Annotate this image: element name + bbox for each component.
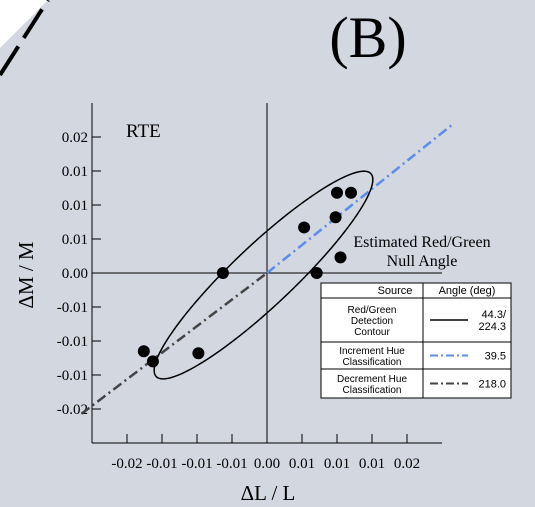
data-point xyxy=(192,347,205,360)
legend-angle-value: 218.0 xyxy=(478,379,506,391)
data-point xyxy=(216,267,229,279)
y-tick-label: 0.00 xyxy=(62,266,88,282)
data-point xyxy=(331,186,343,199)
legend-source-text: Contour xyxy=(354,327,390,338)
data-point xyxy=(310,267,323,279)
x-tick-label: 0.01 xyxy=(289,456,315,472)
y-axis-label: ΔM / M xyxy=(14,241,38,309)
panel-label: (B) xyxy=(329,5,406,70)
axes-layer: 0.020.010.010.010.00-0.01-0.01-0.01-0.02… xyxy=(57,103,442,472)
x-tick-label: 0.01 xyxy=(359,456,385,472)
y-tick-label: -0.01 xyxy=(57,334,88,350)
x-tick-label: -0.01 xyxy=(146,456,177,472)
data-point xyxy=(298,221,311,234)
series-layer xyxy=(80,123,454,415)
legend-angle-value: 39.5 xyxy=(485,351,506,363)
x-tick-label: 0.02 xyxy=(394,456,420,472)
x-tick-label: -0.01 xyxy=(181,456,212,472)
legend-source-text: Decrement Hue xyxy=(337,374,407,385)
data-point xyxy=(137,345,150,358)
points-layer xyxy=(137,186,357,368)
legend-header-angle: Angle (deg) xyxy=(439,285,496,297)
data-point xyxy=(334,251,347,264)
x-axis-label: ΔL / L xyxy=(241,481,296,505)
detection-contour xyxy=(153,170,374,380)
decrement-hue-line xyxy=(80,272,268,415)
x-tick-label: 0.01 xyxy=(324,456,350,472)
data-point xyxy=(345,186,357,199)
legend-source-text: Increment Hue xyxy=(339,346,405,357)
x-tick-label: -0.01 xyxy=(216,456,247,472)
x-tick-label: -0.02 xyxy=(111,456,142,472)
y-tick-label: -0.02 xyxy=(57,402,88,418)
x-tick-label: 0.00 xyxy=(254,456,280,472)
annotation-subtitle: Null Angle xyxy=(387,253,458,270)
legend-source-text: Detection xyxy=(351,316,393,327)
y-tick-label: 0.02 xyxy=(62,130,88,146)
legend-source-text: Classification xyxy=(343,385,402,396)
annotation-title: Estimated Red/Green xyxy=(353,234,490,251)
legend-header-source: Source xyxy=(378,285,413,297)
data-point xyxy=(146,355,159,368)
y-tick-label: 0.01 xyxy=(62,164,88,180)
y-tick-label: 0.01 xyxy=(62,232,88,248)
legend-source-text: Red/Green xyxy=(348,305,397,316)
legend-source-text: Classification xyxy=(343,357,402,368)
legend-angle-value: 224.3 xyxy=(478,321,506,333)
y-tick-label: 0.01 xyxy=(62,198,88,214)
legend-box xyxy=(320,282,512,399)
y-tick-label: -0.01 xyxy=(57,368,88,384)
legend-angle-value: 44.3/ xyxy=(482,309,507,321)
legend-table: Source Angle (deg) Red/GreenDetectionCon… xyxy=(320,282,512,399)
data-point xyxy=(329,211,342,224)
corner-dash-line xyxy=(0,0,50,77)
subject-label: RTE xyxy=(126,121,161,142)
y-tick-label: -0.01 xyxy=(57,300,88,316)
corner-fold xyxy=(0,0,48,48)
